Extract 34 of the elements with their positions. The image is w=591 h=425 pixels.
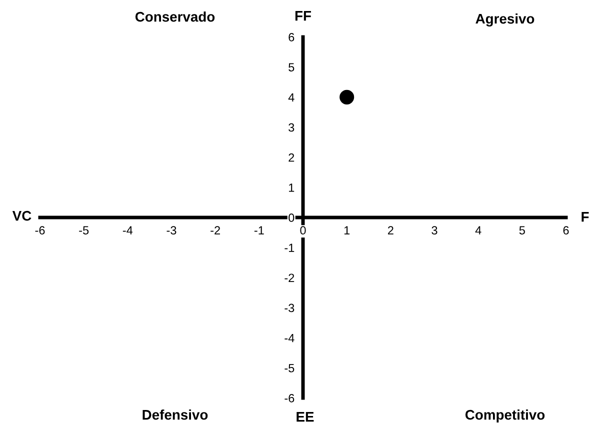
y-tick-label: -6 <box>284 394 294 402</box>
x-tick-label: -2 <box>210 226 220 234</box>
y-tick-label: 0 <box>288 214 294 222</box>
y-tick-label: -4 <box>284 334 294 342</box>
y-axis-title: FF <box>295 11 311 21</box>
y-tick-label: 2 <box>288 153 294 162</box>
y-tick-label: 5 <box>288 63 294 72</box>
x-tick-label: 2 <box>388 226 394 234</box>
text: Defensivo <box>142 410 208 420</box>
y-tick-label: -3 <box>284 304 294 312</box>
x-tick-label: -6 <box>35 226 45 235</box>
x-tick-label: 3 <box>432 226 438 235</box>
y-tick-label: -2 <box>284 274 294 282</box>
text: EE <box>296 412 314 422</box>
x-tick-label: -4 <box>122 226 133 234</box>
text: VC <box>12 210 32 221</box>
x-tick-label: 4 <box>475 226 482 234</box>
x-tick-label: -3 <box>166 226 176 235</box>
text: Agresivo <box>476 13 534 27</box>
y-tick-label: 1 <box>289 184 294 192</box>
y-tick-label: 6 <box>288 33 294 42</box>
x-tick-label: 1 <box>344 226 350 234</box>
x-tick-label: 5 <box>519 226 525 235</box>
text: Conservado <box>135 12 215 22</box>
x-tick-label: 6 <box>563 226 569 235</box>
y-tick-label: -1 <box>284 244 294 252</box>
y-tick-label: 3 <box>288 123 294 132</box>
y-tick-label: 4 <box>288 93 294 102</box>
x-tick-label: -1 <box>254 226 264 234</box>
x-tick-label: 0 <box>300 226 306 235</box>
x-tick-label: -5 <box>79 226 89 235</box>
y-tick-label: -5 <box>284 364 294 372</box>
x-axis-title: F <box>582 212 589 222</box>
text: Competitivo <box>465 410 545 422</box>
